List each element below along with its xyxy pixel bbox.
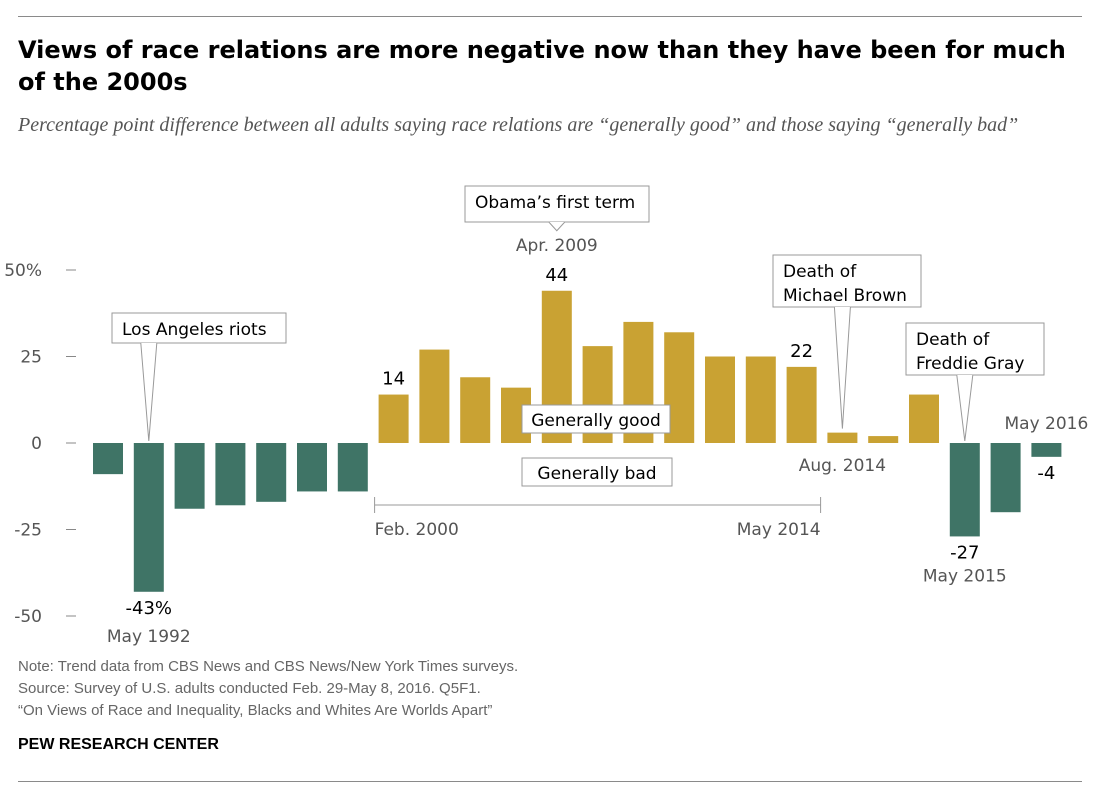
- data-label: 44: [545, 265, 568, 286]
- bar: [827, 432, 858, 443]
- annotation-text: Freddie Gray: [916, 354, 1024, 374]
- bar: [93, 443, 123, 475]
- bar: [990, 443, 1021, 513]
- annotation-pointer: [140, 342, 158, 442]
- bracket-end-label: May 2014: [737, 520, 821, 540]
- report-title: “On Views of Race and Inequality, Blacks…: [18, 702, 493, 719]
- y-axis: 50% 25 0 -25 -50: [4, 261, 76, 627]
- y-tick-label: 50%: [4, 261, 42, 281]
- chart-title: Views of race relations are more negativ…: [18, 36, 1066, 96]
- annotation-box: [464, 185, 650, 223]
- source-text: Source: Survey of U.S. adults conducted …: [18, 680, 481, 697]
- y-tick-label: 0: [31, 434, 42, 454]
- y-tick-label: 25: [20, 348, 42, 368]
- y-tick-label: -25: [14, 521, 42, 541]
- legend-bad-box: [521, 457, 673, 487]
- bar: [133, 443, 164, 592]
- bottom-rule: [18, 781, 1082, 782]
- labels: -43% 14 44 22 -27 -4 May 1992 Apr. 2009 Aug. 201…: [107, 236, 1088, 647]
- data-label: -27: [950, 542, 979, 563]
- annotation-text: Los Angeles riots: [122, 320, 267, 340]
- bar: [419, 349, 450, 443]
- bar: [909, 394, 939, 443]
- notes: Note: Trend data from CBS News and CBS N…: [18, 656, 518, 722]
- annotations: Los Angeles riots Obama’s first term Death…: [111, 185, 1045, 442]
- legend: Generally good Generally bad: [521, 404, 673, 487]
- annotation-pointer: [548, 221, 566, 232]
- bar: [745, 356, 776, 443]
- annotation-box: [905, 322, 1045, 376]
- note-text: Note: Trend data from CBS News and CBS N…: [18, 658, 519, 675]
- bar: [337, 443, 368, 492]
- date-label: May 1992: [107, 627, 191, 647]
- bar: [378, 394, 409, 443]
- bar: [786, 366, 817, 443]
- bar-chart: 50% 25 0 -25 -50 Feb. 2000 May 2014 -43% 14 44 2…: [4, 185, 1088, 647]
- bar: [174, 443, 205, 509]
- bracket-start-label: Feb. 2000: [375, 520, 459, 540]
- legend-bad-label: Generally bad: [537, 464, 656, 484]
- data-label: 22: [790, 341, 813, 362]
- annotation-text: Michael Brown: [783, 286, 907, 306]
- date-label: May 2016: [1004, 414, 1088, 434]
- annotation-text: Obama’s first term: [475, 193, 635, 213]
- bar: [215, 443, 246, 506]
- bar: [297, 443, 327, 492]
- data-label: -43%: [126, 598, 173, 619]
- annotation-text: Death of: [783, 262, 857, 282]
- bar: [256, 443, 287, 502]
- bar: [1031, 443, 1062, 457]
- annotation-box: [772, 254, 922, 308]
- annotation-pointer: [833, 306, 851, 429]
- date-label: Apr. 2009: [516, 236, 598, 256]
- bar: [705, 356, 735, 443]
- data-label: 14: [382, 369, 405, 390]
- legend-good-label: Generally good: [531, 411, 661, 431]
- top-rule: [18, 16, 1082, 17]
- annotation-text: Death of: [916, 330, 990, 350]
- legend-good-box: [521, 404, 671, 434]
- date-label: May 2015: [923, 566, 1007, 586]
- y-tick-label: -50: [14, 607, 42, 627]
- brand-name: PEW RESEARCH CENTER: [18, 736, 219, 753]
- chart-subtitle: Percentage point difference between all …: [18, 114, 1019, 136]
- bracket: Feb. 2000 May 2014: [374, 497, 822, 540]
- bar: [949, 443, 980, 537]
- bar: [460, 377, 491, 443]
- data-label: -4: [1037, 463, 1055, 484]
- bar: [868, 436, 899, 443]
- date-label: Aug. 2014: [799, 456, 886, 476]
- annotation-pointer: [956, 374, 974, 442]
- annotation-box: [111, 312, 287, 344]
